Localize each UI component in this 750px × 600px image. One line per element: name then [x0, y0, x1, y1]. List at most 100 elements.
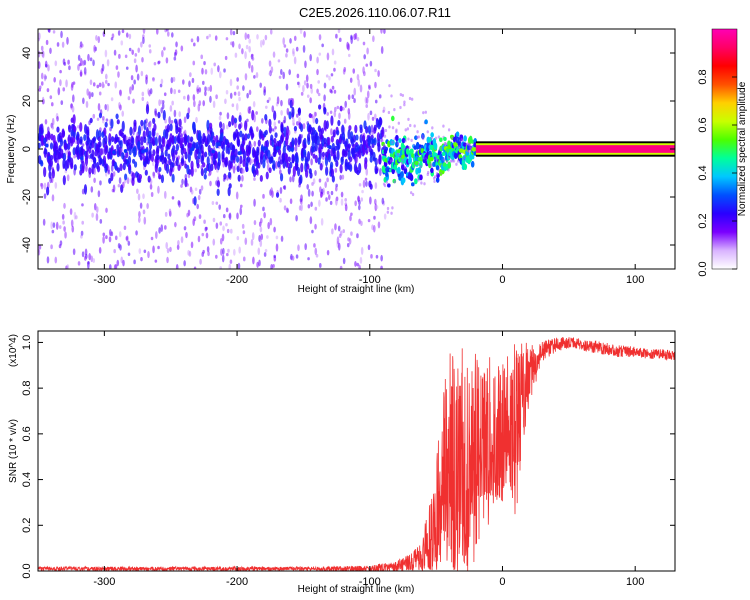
- y-tick-label: 1.0: [21, 335, 33, 350]
- spectrogram-cell: [309, 172, 313, 179]
- y-tick-label: 40: [21, 47, 33, 59]
- spectrogram-cell: [235, 191, 239, 200]
- spectrogram-cell: [174, 149, 178, 155]
- spectrogram-cell: [224, 55, 228, 61]
- spectrogram-cell: [224, 138, 228, 146]
- spectrogram-cell: [79, 156, 84, 161]
- spectrogram-cell: [62, 87, 66, 92]
- spectrogram-cell: [52, 222, 56, 228]
- spectrogram-cell: [196, 84, 200, 90]
- spectrogram-cell: [347, 129, 351, 140]
- spectrogram-cell: [453, 142, 458, 147]
- spectrogram-cell: [233, 117, 238, 124]
- spectrogram-cell: [112, 184, 116, 193]
- spectrogram-cell: [364, 160, 368, 170]
- spectrogram-cell: [93, 177, 96, 184]
- spectrogram-cell: [72, 114, 76, 125]
- spectrogram-cell: [339, 105, 343, 112]
- spectrogram-cell: [119, 244, 122, 251]
- spectrogram-cell: [442, 162, 447, 167]
- spectrogram-cell: [173, 88, 177, 95]
- spectrogram-cell: [246, 133, 251, 139]
- spectrogram-cell: [68, 124, 72, 133]
- spectrogram-cell: [167, 31, 170, 37]
- spectrogram-cell: [447, 128, 451, 132]
- spectrogram-cell: [341, 124, 345, 136]
- spectrogram-cell: [310, 158, 313, 166]
- spectrogram-cell: [73, 164, 77, 171]
- spectrogram-cell: [169, 104, 173, 112]
- spectrogram-cell: [60, 148, 64, 159]
- spectrogram-cell: [346, 41, 349, 50]
- spectrogram-cell: [140, 256, 143, 262]
- spectrogram-cell: [329, 110, 333, 115]
- spectrogram-cell: [157, 60, 161, 64]
- spectrogram-cell: [43, 73, 47, 82]
- spectrogram-cell: [104, 135, 108, 145]
- y-tick-label: -40: [21, 237, 33, 253]
- spectrogram-cell: [370, 148, 374, 156]
- spectrogram-cell: [40, 161, 44, 167]
- spectrogram-cell: [211, 139, 216, 147]
- spectrogram-cell: [414, 178, 418, 185]
- spectrogram-cell: [404, 165, 407, 170]
- spectrogram-cell: [183, 116, 187, 124]
- spectrogram-cell: [91, 212, 94, 218]
- spectrogram-cell: [376, 132, 381, 142]
- spectrogram-cell: [93, 44, 96, 53]
- spectrogram-cell: [201, 67, 204, 75]
- spectrogram-cell: [238, 96, 241, 102]
- spectrogram-cell: [242, 169, 245, 174]
- spectrogram-cell: [255, 72, 259, 79]
- spectrogram-cell: [366, 90, 370, 99]
- spectrogram-cell: [226, 112, 230, 120]
- spectrogram-cell: [285, 153, 289, 164]
- spectrogram-cell: [330, 128, 333, 136]
- spectrogram-cell: [391, 140, 394, 144]
- spectrogram-cell: [157, 111, 161, 119]
- spectrogram-cell: [295, 121, 299, 126]
- spectrogram-cell: [330, 115, 334, 126]
- spectrogram-cell: [333, 154, 337, 161]
- snr-series-line: [38, 337, 675, 571]
- spectrogram-cell: [93, 157, 97, 164]
- spectrogram-cell: [297, 166, 301, 177]
- spectrogram-cell: [239, 183, 243, 188]
- spectrogram-cell: [241, 133, 245, 142]
- spectrogram-cell: [180, 146, 184, 156]
- spectrogram-cell: [152, 78, 155, 82]
- spectrogram-cell: [323, 119, 327, 131]
- spectrogram-cell: [307, 204, 311, 209]
- colorbar-tick-label: 0.6: [697, 117, 709, 132]
- spectrogram-cell: [304, 243, 307, 251]
- spectrogram-cell: [150, 192, 154, 198]
- spectrogram-cell: [292, 117, 295, 125]
- spectrogram-cell: [201, 252, 205, 257]
- spectrogram-cell: [424, 110, 427, 114]
- spectrogram-cell: [158, 227, 161, 234]
- spectrogram-cell: [156, 132, 159, 137]
- spectrogram-cell: [346, 162, 350, 170]
- spectrogram-cell: [143, 136, 147, 144]
- spectrogram-cell: [336, 149, 340, 161]
- spectrogram-cell: [118, 146, 122, 157]
- spectrogram-cell: [186, 183, 189, 187]
- spectrogram-cell: [314, 169, 317, 176]
- spectrogram-cell: [219, 266, 223, 269]
- spectrogram-cell: [364, 177, 368, 181]
- spectrogram-cell: [330, 135, 334, 143]
- spectrogram-cell: [229, 92, 233, 99]
- colorbar-tick-label: 0.0: [697, 261, 709, 276]
- spectrogram-cell: [273, 137, 277, 144]
- spectrogram-cell: [365, 125, 369, 134]
- spectrogram-cell: [116, 136, 120, 143]
- spectrogram-cell: [210, 163, 214, 172]
- spectrogram-cell: [441, 151, 446, 157]
- spectrogram-cell: [182, 79, 185, 85]
- spectrogram-cell: [253, 177, 256, 181]
- spectrogram-cell: [349, 77, 353, 83]
- spectrogram-cell: [319, 163, 323, 171]
- spectrogram-cell: [204, 226, 208, 232]
- spectrogram-cell: [116, 119, 120, 125]
- spectrogram-cell: [350, 212, 353, 216]
